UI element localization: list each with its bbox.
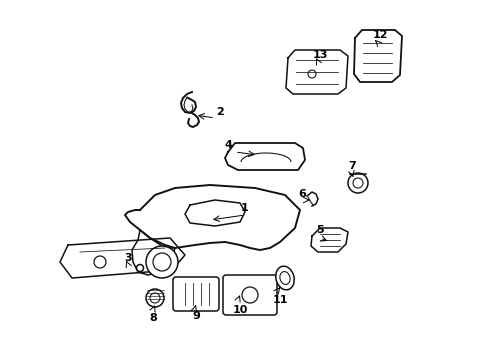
Circle shape <box>146 246 178 278</box>
Text: 13: 13 <box>312 50 328 60</box>
Polygon shape <box>125 185 300 250</box>
Polygon shape <box>311 228 348 252</box>
Text: 5: 5 <box>316 225 324 235</box>
Text: 8: 8 <box>149 313 157 323</box>
FancyBboxPatch shape <box>173 277 219 311</box>
Polygon shape <box>225 143 305 170</box>
Text: 10: 10 <box>232 305 247 315</box>
Text: 9: 9 <box>192 311 200 321</box>
Polygon shape <box>132 230 175 275</box>
Text: 11: 11 <box>272 295 288 305</box>
Ellipse shape <box>276 266 294 290</box>
Text: 3: 3 <box>124 253 132 263</box>
FancyBboxPatch shape <box>223 275 277 315</box>
Polygon shape <box>354 30 402 82</box>
Text: 1: 1 <box>241 203 249 213</box>
Text: 12: 12 <box>372 30 388 40</box>
Circle shape <box>146 289 164 307</box>
Polygon shape <box>286 50 348 94</box>
Text: 4: 4 <box>224 140 232 150</box>
Polygon shape <box>60 238 185 278</box>
Text: 2: 2 <box>216 107 224 117</box>
Text: 7: 7 <box>348 161 356 171</box>
Circle shape <box>348 173 368 193</box>
Polygon shape <box>185 200 245 226</box>
Text: 6: 6 <box>298 189 306 199</box>
